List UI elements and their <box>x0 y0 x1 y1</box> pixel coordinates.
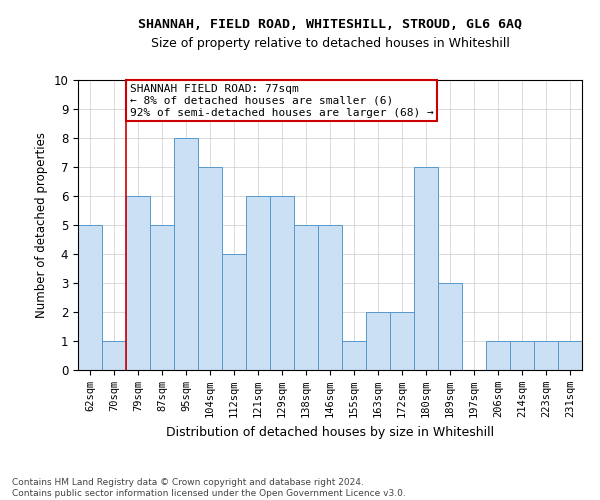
Bar <box>174 138 198 370</box>
Bar <box>438 283 462 370</box>
Bar <box>198 167 222 370</box>
Text: Size of property relative to detached houses in Whiteshill: Size of property relative to detached ho… <box>151 38 509 51</box>
Bar <box>246 196 270 370</box>
Bar <box>342 341 366 370</box>
Bar <box>486 341 510 370</box>
Text: SHANNAH FIELD ROAD: 77sqm
← 8% of detached houses are smaller (6)
92% of semi-de: SHANNAH FIELD ROAD: 77sqm ← 8% of detach… <box>130 84 433 117</box>
Bar <box>510 341 534 370</box>
Text: SHANNAH, FIELD ROAD, WHITESHILL, STROUD, GL6 6AQ: SHANNAH, FIELD ROAD, WHITESHILL, STROUD,… <box>138 18 522 30</box>
Bar <box>390 312 414 370</box>
Bar <box>318 225 342 370</box>
Bar <box>222 254 246 370</box>
X-axis label: Distribution of detached houses by size in Whiteshill: Distribution of detached houses by size … <box>166 426 494 438</box>
Bar <box>366 312 390 370</box>
Bar <box>414 167 438 370</box>
Bar <box>126 196 150 370</box>
Bar <box>534 341 558 370</box>
Bar <box>270 196 294 370</box>
Bar <box>150 225 174 370</box>
Text: Contains HM Land Registry data © Crown copyright and database right 2024.
Contai: Contains HM Land Registry data © Crown c… <box>12 478 406 498</box>
Bar <box>102 341 126 370</box>
Y-axis label: Number of detached properties: Number of detached properties <box>35 132 48 318</box>
Bar <box>558 341 582 370</box>
Bar <box>294 225 318 370</box>
Bar <box>78 225 102 370</box>
